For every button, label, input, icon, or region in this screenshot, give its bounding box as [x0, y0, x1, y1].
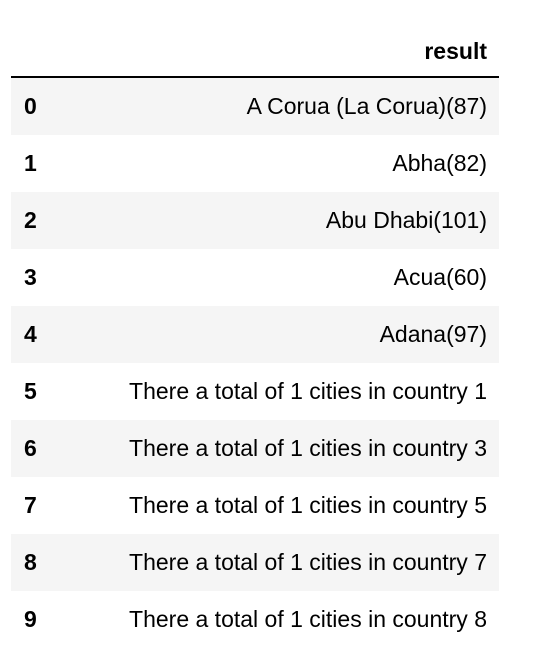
row-index: 1: [11, 135, 59, 192]
result-cell: There a total of 1 cities in country 5: [59, 477, 499, 534]
row-index: 3: [11, 249, 59, 306]
result-cell: Abha(82): [59, 135, 499, 192]
column-header-result: result: [59, 27, 499, 77]
row-index: 7: [11, 477, 59, 534]
row-index: 4: [11, 306, 59, 363]
table-row: 6 There a total of 1 cities in country 3: [11, 420, 499, 477]
table-row: 2 Abu Dhabi(101): [11, 192, 499, 249]
row-index: 2: [11, 192, 59, 249]
result-cell: There a total of 1 cities in country 3: [59, 420, 499, 477]
index-header-cell: [11, 27, 59, 77]
result-cell: There a total of 1 cities in country 7: [59, 534, 499, 591]
result-cell: There a total of 1 cities in country 1: [59, 363, 499, 420]
row-index: 5: [11, 363, 59, 420]
table-row: 5 There a total of 1 cities in country 1: [11, 363, 499, 420]
row-index: 9: [11, 591, 59, 648]
table-row: 3 Acua(60): [11, 249, 499, 306]
table-row: 7 There a total of 1 cities in country 5: [11, 477, 499, 534]
row-index: 0: [11, 77, 59, 135]
result-cell: There a total of 1 cities in country 8: [59, 591, 499, 648]
table-row: 4 Adana(97): [11, 306, 499, 363]
row-index: 6: [11, 420, 59, 477]
dataframe-output: result 0 A Corua (La Corua)(87) 1 Abha(8…: [11, 27, 499, 648]
header-row: result: [11, 27, 499, 77]
result-cell: Acua(60): [59, 249, 499, 306]
table-row: 0 A Corua (La Corua)(87): [11, 77, 499, 135]
table-row: 8 There a total of 1 cities in country 7: [11, 534, 499, 591]
table-row: 1 Abha(82): [11, 135, 499, 192]
dataframe-table: result 0 A Corua (La Corua)(87) 1 Abha(8…: [11, 27, 499, 648]
row-index: 8: [11, 534, 59, 591]
result-cell: Adana(97): [59, 306, 499, 363]
result-cell: A Corua (La Corua)(87): [59, 77, 499, 135]
result-cell: Abu Dhabi(101): [59, 192, 499, 249]
table-row: 9 There a total of 1 cities in country 8: [11, 591, 499, 648]
